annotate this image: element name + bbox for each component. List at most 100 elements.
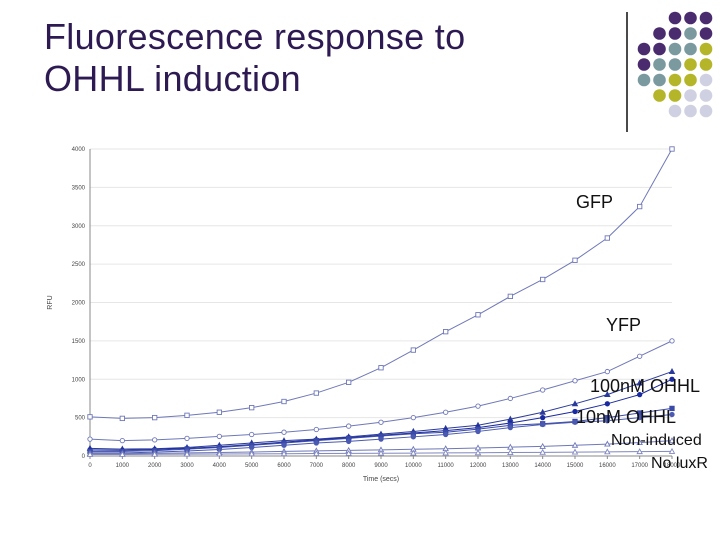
data-point [540, 387, 546, 393]
series-gfp [87, 146, 675, 422]
data-point [669, 338, 675, 344]
decor-dot [684, 11, 697, 25]
data-point [281, 429, 287, 435]
data-point [443, 431, 449, 438]
x-tick-label: 18000 [664, 463, 680, 469]
x-tick-label: 3000 [180, 463, 194, 469]
data-point [636, 448, 643, 455]
decor-dot [699, 104, 713, 118]
data-point [280, 450, 288, 457]
x-tick-label: 13000 [502, 463, 519, 469]
decor-dot [684, 58, 697, 71]
x-tick-label: 10000 [405, 463, 422, 469]
data-point [604, 448, 611, 455]
decor-dot [668, 42, 682, 56]
decor-dot [684, 42, 697, 56]
x-axis-label: Time (secs) [363, 476, 399, 483]
data-point [604, 235, 610, 241]
data-point [410, 347, 416, 353]
data-point [571, 448, 579, 455]
data-point [669, 405, 675, 412]
decor-dot [699, 89, 713, 102]
data-point [119, 450, 126, 457]
data-point [410, 434, 416, 440]
y-tick-label: 1500 [72, 339, 86, 345]
data-point [507, 395, 513, 402]
decor-dot [668, 89, 682, 102]
data-point [668, 447, 676, 454]
data-point [410, 414, 416, 421]
y-tick-label: 4000 [72, 147, 86, 153]
y-tick-label: 500 [75, 416, 86, 422]
data-point [152, 414, 158, 421]
data-point [539, 408, 546, 415]
data-point [119, 437, 125, 444]
decor-dot [637, 73, 651, 87]
decor-dot [637, 58, 651, 71]
title-divider [626, 12, 628, 132]
data-point [345, 449, 352, 456]
y-tick-label: 3000 [72, 224, 86, 230]
data-point [410, 449, 417, 456]
data-point [249, 431, 255, 438]
data-point [313, 426, 319, 433]
data-point [669, 411, 675, 418]
data-point [507, 293, 513, 300]
y-tick-label: 1000 [72, 377, 86, 383]
decor-dot [699, 58, 713, 71]
data-point [248, 450, 255, 457]
data-point [443, 329, 449, 335]
decor-dot [684, 104, 697, 118]
data-point [87, 436, 93, 442]
x-tick-label: 11000 [438, 463, 455, 469]
data-point [572, 419, 578, 425]
x-tick-label: 17000 [631, 463, 648, 469]
data-point [668, 368, 676, 375]
y-tick-label: 2500 [72, 262, 86, 268]
title-line-1: Fluorescence response to [44, 16, 466, 57]
data-point [346, 438, 352, 445]
data-point [637, 391, 643, 398]
data-point [637, 353, 643, 359]
data-point [604, 401, 610, 407]
series-yfp [87, 338, 675, 444]
decor-dot [653, 42, 666, 56]
data-point [87, 414, 93, 420]
data-point [216, 433, 222, 440]
data-point [313, 390, 319, 396]
data-point [572, 408, 578, 415]
data-point [571, 400, 579, 407]
x-tick-label: 14000 [534, 463, 551, 469]
callout-gfp: GFP [576, 192, 614, 212]
data-point [636, 439, 643, 446]
decor-dot [699, 73, 713, 87]
data-point [152, 437, 158, 443]
callout-no-luxr: No luxR [651, 455, 708, 472]
data-point [604, 391, 611, 398]
x-tick-label: 5000 [245, 463, 259, 469]
data-point [540, 414, 546, 421]
decor-dot [684, 27, 697, 40]
data-point [184, 435, 190, 441]
decorative-dot-grid [637, 11, 713, 118]
data-point [572, 378, 578, 384]
decor-dot [699, 11, 713, 25]
data-point [604, 368, 610, 375]
decor-dot [668, 104, 682, 118]
data-point [604, 440, 611, 447]
data-point [572, 257, 578, 263]
decor-dot [668, 58, 682, 71]
data-point [475, 428, 481, 435]
decor-dot [653, 73, 666, 87]
data-point [539, 442, 546, 449]
decor-dot [653, 89, 666, 102]
y-tick-label: 2000 [72, 301, 86, 307]
data-point [281, 442, 287, 448]
data-point [378, 436, 384, 442]
data-point [216, 450, 223, 457]
data-point [216, 409, 222, 415]
callout-non-induced: Non-induced [611, 432, 702, 449]
data-point [637, 203, 643, 210]
x-tick-label: 2000 [148, 463, 162, 469]
data-point [475, 403, 481, 409]
